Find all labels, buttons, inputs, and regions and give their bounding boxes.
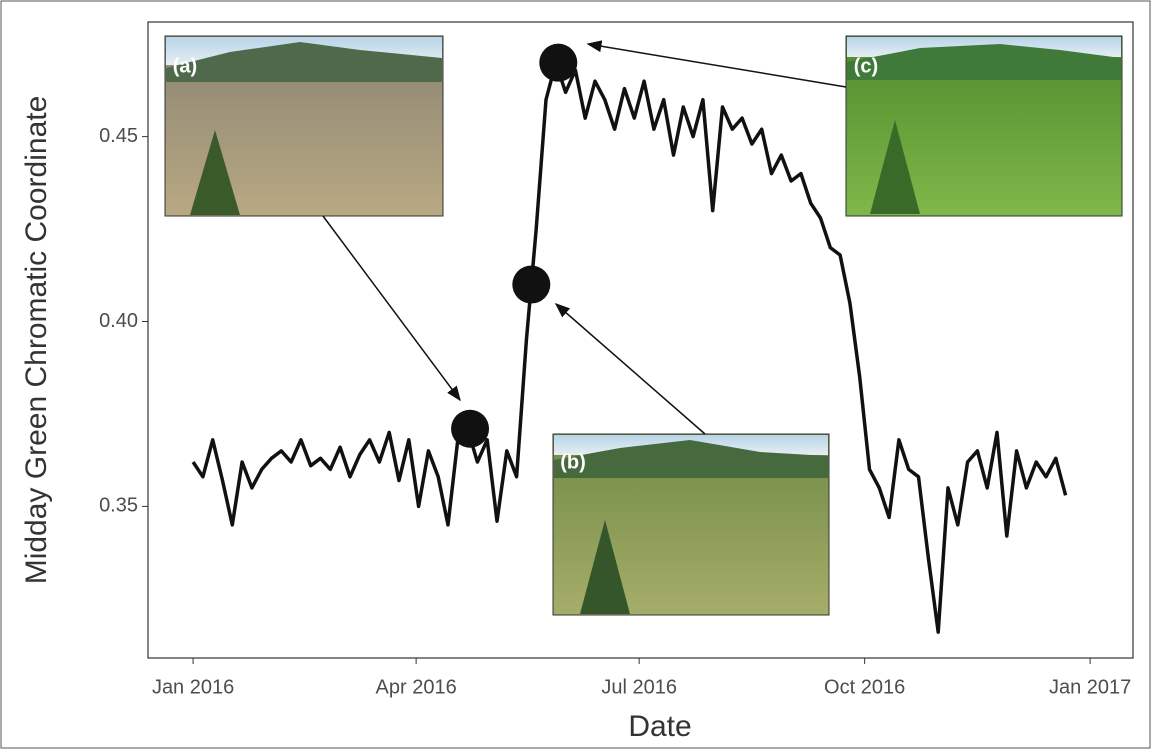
x-tick-label: Jul 2016 [601,676,677,698]
y-tick-label: 0.35 [99,495,138,517]
plot-border [147,21,1134,659]
highlight-point [512,265,551,304]
x-tick-label: Jan 2016 [152,676,234,698]
inset-label: (b) [560,451,586,473]
inset-label: (c) [854,55,878,77]
highlight-point [539,43,578,82]
arrow-a [322,215,461,402]
y-tick-label: 0.40 [99,310,138,332]
arrow-c [586,40,847,88]
x-tick-label: Apr 2016 [376,676,457,698]
insets [164,35,1123,616]
y-axis-title: Midday Green Chromatic Coordinate [20,96,53,585]
x-axis-title: Date [628,710,691,743]
y-tick-label: 0.45 [99,125,138,147]
photo-c [845,35,1123,217]
photo-b [552,433,830,616]
highlight-point [451,409,490,448]
inset-label: (a) [173,55,197,77]
arrow-b [554,303,706,435]
data-line [191,60,1068,634]
x-tick-label: Jan 2017 [1049,676,1131,698]
photo-a [164,35,444,217]
x-tick-label: Oct 2016 [824,676,905,698]
